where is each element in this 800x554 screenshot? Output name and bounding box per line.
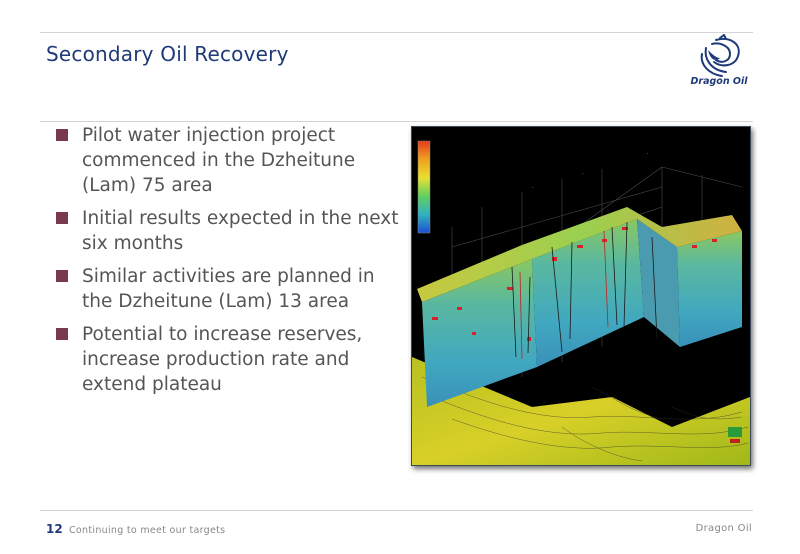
footer-rule xyxy=(40,510,753,511)
bullet-list: Pilot water injection project commenced … xyxy=(56,123,401,405)
bullet-item: Initial results expected in the next six… xyxy=(56,206,401,256)
bullet-text: Pilot water injection project commenced … xyxy=(82,125,356,196)
svg-text:·: · xyxy=(532,185,534,191)
dragon-oil-logo: Dragon Oil xyxy=(686,33,758,92)
header-rule xyxy=(40,121,753,122)
footer-tagline: Continuing to meet our targets xyxy=(69,525,226,536)
top-rule xyxy=(40,32,753,33)
svg-text:·: · xyxy=(647,151,649,157)
bullet-item: Similar activities are planned in the Dz… xyxy=(56,264,401,314)
dragon-logo-icon xyxy=(700,33,740,77)
bullet-text: Initial results expected in the next six… xyxy=(82,208,399,254)
bullet-item: Potential to increase reserves, increase… xyxy=(56,322,401,397)
footer-brand: Dragon Oil xyxy=(695,523,752,534)
slide-title: Secondary Oil Recovery xyxy=(46,42,289,66)
bullet-square-icon xyxy=(56,270,68,282)
bullet-square-icon xyxy=(56,212,68,224)
bullet-text: Potential to increase reserves, increase… xyxy=(82,324,363,395)
bullet-item: Pilot water injection project commenced … xyxy=(56,123,401,198)
reservoir-model-graphic: · · · xyxy=(412,140,750,465)
bullet-text: Similar activities are planned in the Dz… xyxy=(82,266,375,312)
logo-text: Dragon Oil xyxy=(690,76,748,87)
page-number: 12 xyxy=(46,522,63,536)
bullet-square-icon xyxy=(56,129,68,141)
svg-text:·: · xyxy=(582,171,584,177)
reservoir-3d-model-image: · · · xyxy=(411,126,751,466)
bullet-square-icon xyxy=(56,328,68,340)
